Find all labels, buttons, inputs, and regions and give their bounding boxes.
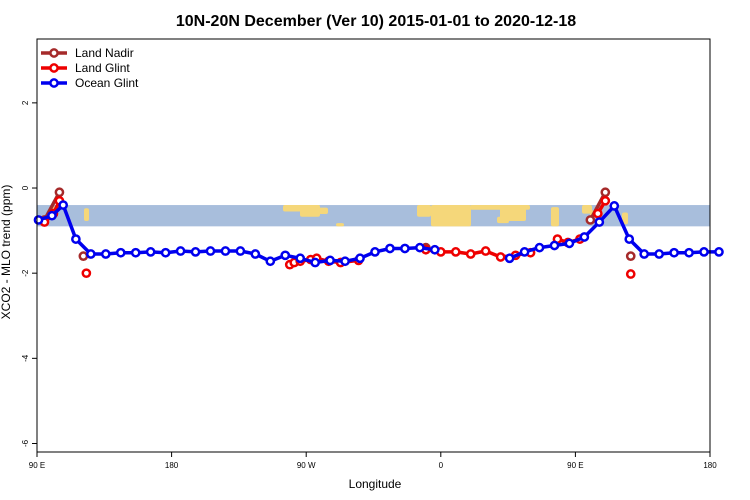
legend-item-land-glint: Land Glint (41, 61, 130, 75)
data-point-ocean-glint (341, 258, 348, 265)
data-point-land-glint (627, 270, 634, 277)
data-point-ocean-glint (222, 247, 229, 254)
legend-label: Land Glint (75, 61, 130, 75)
map-land (431, 205, 471, 226)
data-point-ocean-glint (297, 255, 304, 262)
data-point-ocean-glint (596, 218, 603, 225)
data-point-ocean-glint (312, 259, 319, 266)
data-point-ocean-glint (536, 244, 543, 251)
map-ocean (37, 205, 710, 226)
data-point-ocean-glint (102, 250, 109, 257)
data-point-ocean-glint (371, 248, 378, 255)
data-point-ocean-glint (252, 250, 259, 257)
data-point-land-glint (602, 197, 609, 204)
map-land (551, 207, 559, 226)
data-point-land-nadir (627, 253, 634, 260)
data-point-land-nadir (56, 189, 63, 196)
data-point-ocean-glint (48, 212, 55, 219)
legend-item-land-nadir: Land Nadir (41, 46, 134, 60)
data-point-ocean-glint (60, 201, 67, 208)
y-tick-label: 2 (21, 100, 30, 105)
legend-swatch-marker (50, 79, 57, 86)
series-layer (35, 189, 723, 278)
map-land (336, 223, 344, 226)
data-point-land-glint (482, 247, 489, 254)
x-tick-label: 90 E (29, 461, 45, 470)
x-axis: 90 E 180 90 W 0 90 E 180 (29, 452, 717, 470)
chart-title: 10N-20N December (Ver 10) 2015-01-01 to … (176, 13, 576, 30)
x-axis-label: Longitude (349, 477, 402, 491)
data-point-ocean-glint (147, 248, 154, 255)
data-point-ocean-glint (641, 250, 648, 257)
data-point-ocean-glint (431, 246, 438, 253)
data-point-ocean-glint (506, 255, 513, 262)
data-point-ocean-glint (162, 249, 169, 256)
data-point-ocean-glint (671, 249, 678, 256)
y-axis: -6 -4 -2 0 2 (21, 100, 37, 447)
y-tick-label: 0 (21, 185, 30, 190)
data-point-land-glint (594, 210, 601, 217)
data-point-land-nadir (80, 253, 87, 260)
y-tick-label: -6 (21, 439, 30, 447)
map-land (300, 205, 320, 217)
data-point-ocean-glint (327, 257, 334, 264)
data-point-ocean-glint (177, 247, 184, 254)
data-point-ocean-glint (117, 249, 124, 256)
data-point-land-glint (497, 253, 504, 260)
map-land (497, 217, 509, 223)
legend-label: Ocean Glint (75, 76, 139, 90)
x-tick-label: 0 (439, 461, 444, 470)
data-point-land-nadir (602, 189, 609, 196)
x-tick-label: 180 (703, 461, 717, 470)
data-point-ocean-glint (35, 216, 42, 223)
data-point-ocean-glint (566, 240, 573, 247)
x-tick-label: 180 (165, 461, 179, 470)
map-land (318, 208, 328, 214)
data-point-ocean-glint (267, 258, 274, 265)
legend-label: Land Nadir (75, 46, 134, 60)
map-land (84, 208, 89, 221)
data-point-ocean-glint (386, 245, 393, 252)
map-land (417, 205, 431, 217)
data-point-ocean-glint (72, 236, 79, 243)
data-point-ocean-glint (656, 250, 663, 257)
data-point-ocean-glint (626, 236, 633, 243)
x-tick-label: 90 W (297, 461, 316, 470)
data-point-ocean-glint (685, 249, 692, 256)
legend-swatch-marker (50, 64, 57, 71)
data-point-ocean-glint (581, 233, 588, 240)
data-point-ocean-glint (611, 202, 618, 209)
y-tick-label: -2 (21, 269, 30, 277)
data-point-ocean-glint (416, 244, 423, 251)
data-point-land-glint (83, 270, 90, 277)
x-tick-label: 90 E (567, 461, 583, 470)
data-point-ocean-glint (282, 252, 289, 259)
data-point-ocean-glint (521, 248, 528, 255)
data-point-ocean-glint (237, 247, 244, 254)
data-point-ocean-glint (87, 250, 94, 257)
data-point-ocean-glint (132, 249, 139, 256)
data-point-ocean-glint (715, 248, 722, 255)
y-axis-label: XCO2 - MLO trend (ppm) (0, 185, 13, 320)
data-point-ocean-glint (551, 242, 558, 249)
data-point-ocean-glint (356, 255, 363, 262)
chart-canvas: 10N-20N December (Ver 10) 2015-01-01 to … (0, 0, 750, 500)
map-band (37, 205, 710, 226)
data-point-land-nadir (587, 216, 594, 223)
data-point-ocean-glint (700, 248, 707, 255)
plot-frame (37, 39, 710, 452)
legend-swatch-marker (50, 49, 57, 56)
data-point-land-glint (452, 248, 459, 255)
legend-item-ocean-glint: Ocean Glint (41, 76, 139, 90)
data-point-land-glint (467, 250, 474, 257)
data-point-ocean-glint (207, 247, 214, 254)
data-point-ocean-glint (192, 248, 199, 255)
data-point-ocean-glint (401, 245, 408, 252)
y-tick-label: -4 (21, 354, 30, 362)
